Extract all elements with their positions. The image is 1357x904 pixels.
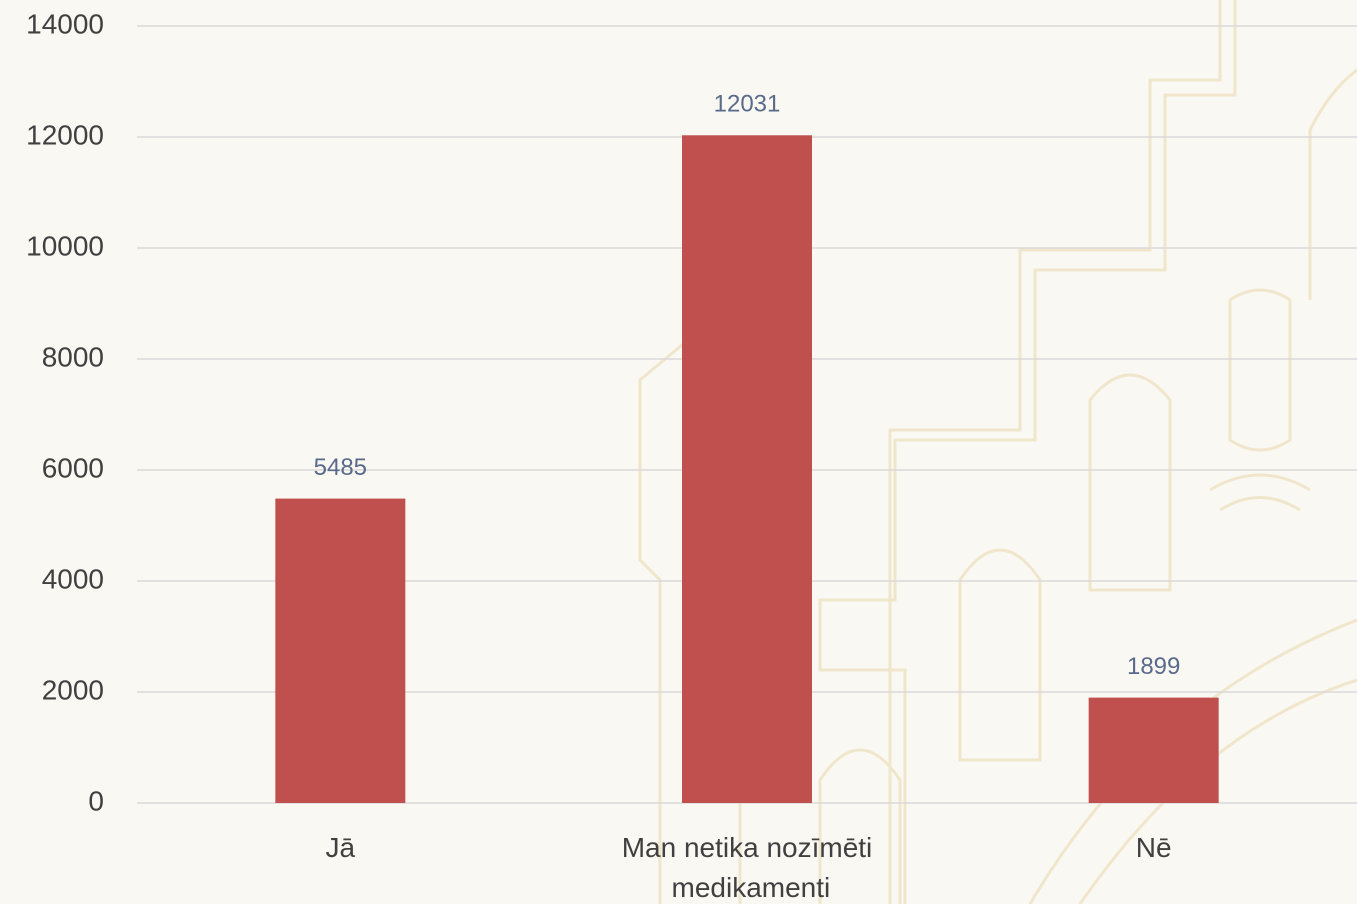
chart: 0 2000 4000 6000 8000 10000 12000 14000 5485 Jā 12…	[0, 0, 1357, 904]
y-tick-label: 14000	[26, 8, 104, 39]
data-label: 1899	[1127, 653, 1180, 680]
y-tick-label: 2000	[42, 674, 104, 705]
y-tick-label: 10000	[26, 230, 104, 261]
bar	[1089, 698, 1219, 803]
x-tick-label: Jā	[326, 832, 356, 863]
plot-area: 0 2000 4000 6000 8000 10000 12000 14000 5485 Jā 12…	[26, 8, 1357, 903]
y-tick-label: 4000	[42, 563, 104, 594]
y-tick-label: 6000	[42, 452, 104, 483]
bar	[682, 135, 812, 803]
x-tick-label: Nē	[1136, 832, 1172, 863]
bar	[275, 499, 405, 803]
data-label: 5485	[314, 454, 367, 481]
data-label: 12031	[714, 91, 781, 118]
y-tick-label: 8000	[42, 341, 104, 372]
page: {"chart_data": {"type": "bar", "categori…	[0, 0, 1357, 904]
y-tick-label: 0	[88, 785, 104, 816]
y-tick-label: 12000	[26, 119, 104, 150]
